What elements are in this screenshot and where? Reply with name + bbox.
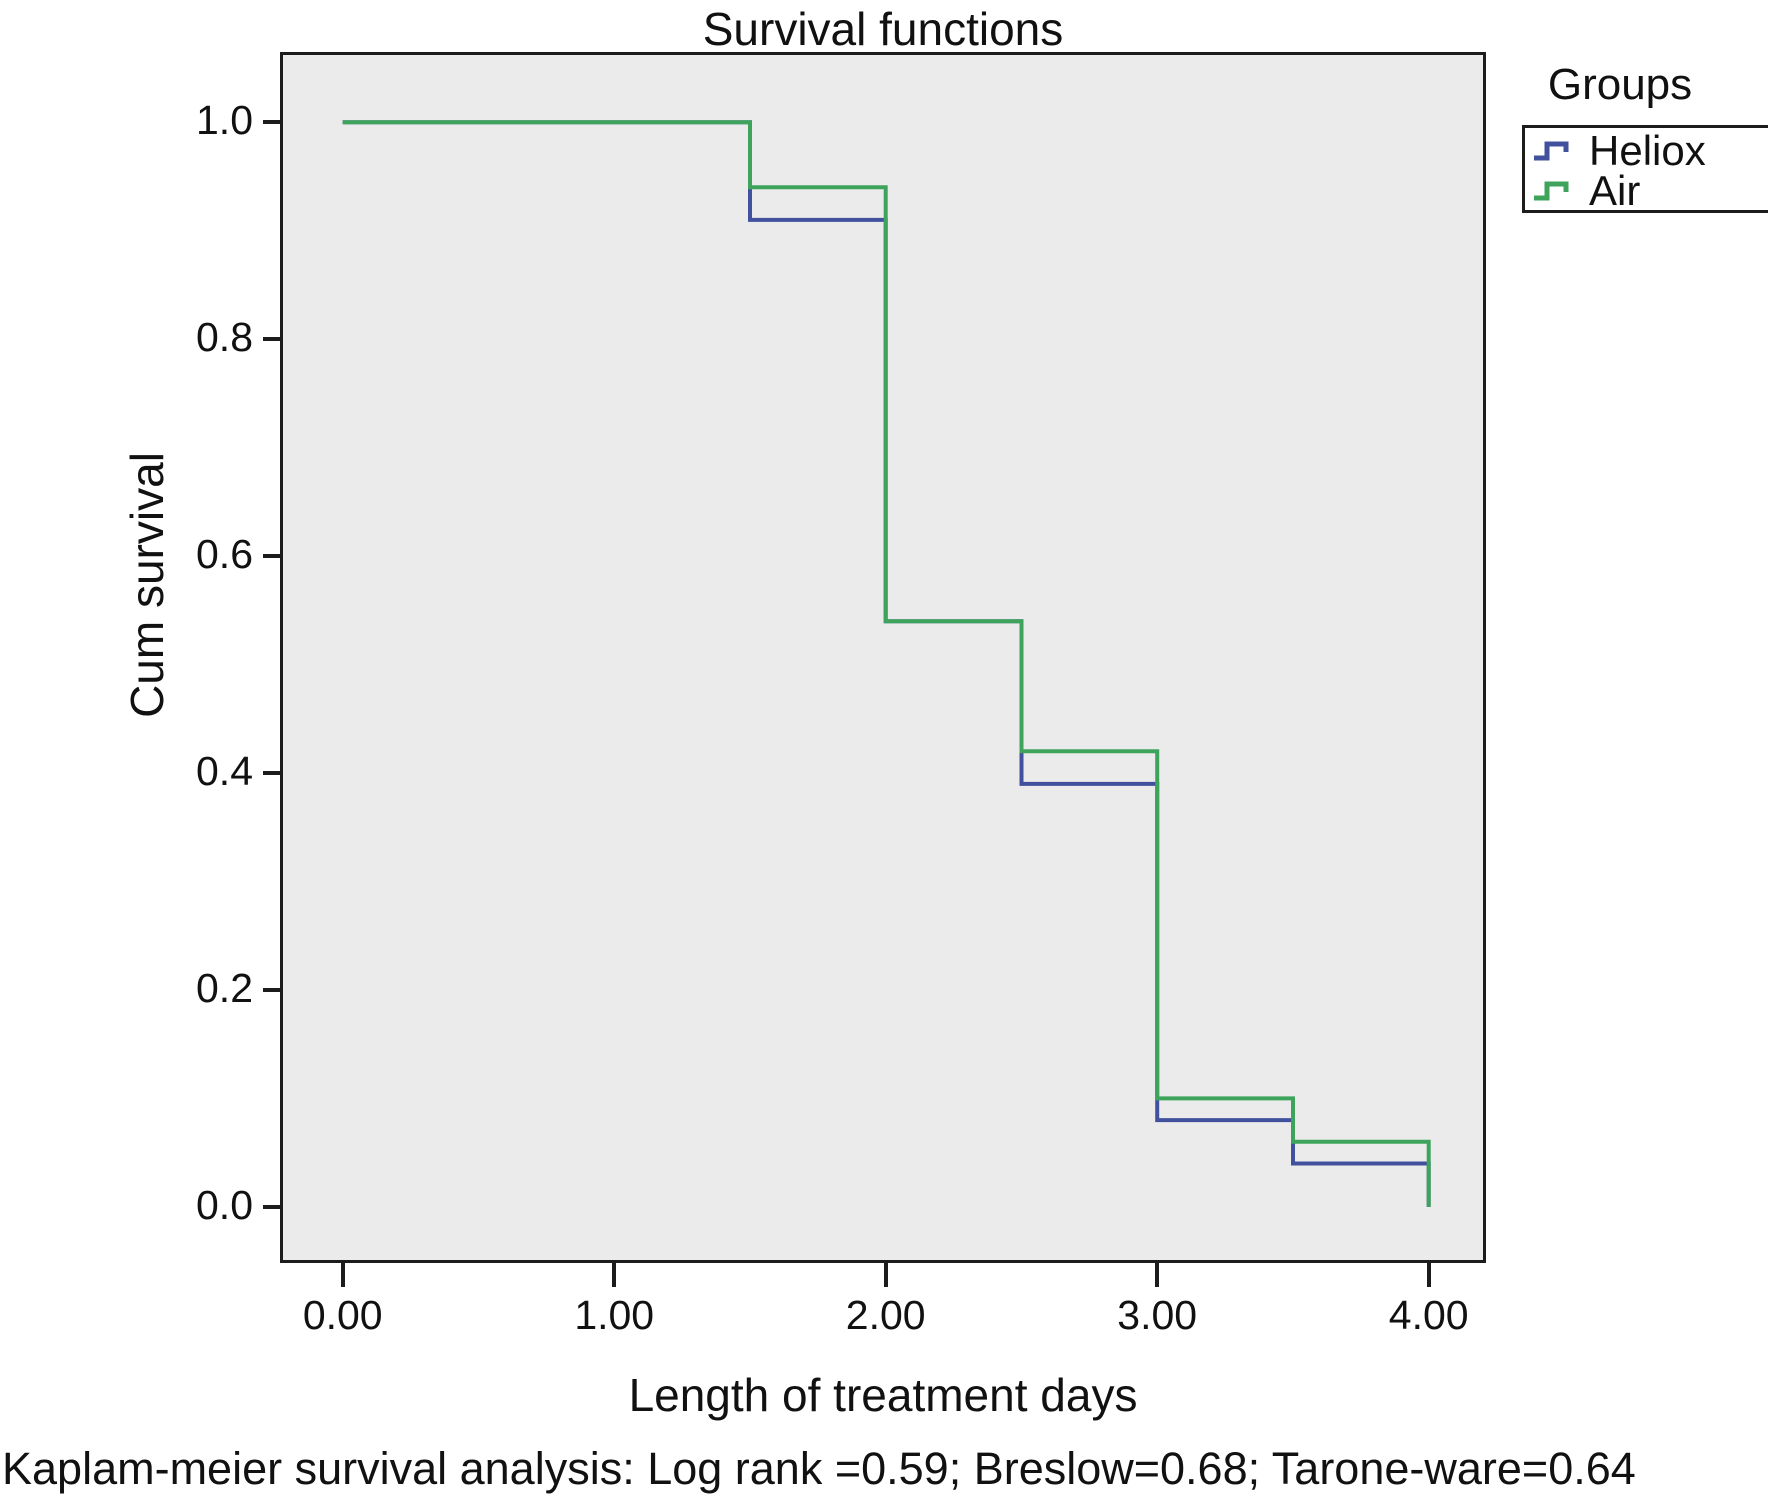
y-tick-label: 0.6 xyxy=(196,531,253,578)
y-tick-mark xyxy=(263,987,280,992)
legend-entry-heliox: Heliox xyxy=(1531,127,1768,174)
air-step-line-icon xyxy=(1534,181,1569,201)
y-tick-mark xyxy=(263,337,280,342)
legend-entry-air: Air xyxy=(1531,167,1768,214)
x-tick-label: 4.00 xyxy=(1388,1292,1469,1338)
x-tick-mark xyxy=(1155,1263,1160,1287)
series-line-air xyxy=(342,120,1431,1207)
y-tick-mark xyxy=(263,1204,280,1209)
stats-caption: Kaplam-meier survival analysis: Log rank… xyxy=(2,1443,1636,1494)
y-tick-label: 0.0 xyxy=(196,1181,253,1228)
y-tick-label: 0.4 xyxy=(196,748,253,794)
y-tick-mark xyxy=(263,554,280,559)
legend-box: Heliox Air xyxy=(1522,125,1768,213)
y-axis-title: Cum survival xyxy=(121,452,173,718)
y-tick-mark xyxy=(263,771,280,775)
chart-title: Survival functions xyxy=(702,3,1064,55)
y-tick-label: 0.8 xyxy=(196,314,253,361)
survival-curves-svg xyxy=(342,120,1431,1207)
series-line-heliox xyxy=(342,120,1431,1207)
heliox-step-line-icon xyxy=(1534,141,1569,161)
y-tick-label: 0.2 xyxy=(196,964,253,1011)
x-tick-label: 3.00 xyxy=(1117,1292,1198,1338)
x-axis-title: Length of treatment days xyxy=(628,1369,1138,1421)
x-tick-mark xyxy=(1426,1263,1431,1287)
y-tick-mark xyxy=(263,120,280,125)
plot-area xyxy=(280,52,1486,1263)
x-tick-mark xyxy=(612,1263,617,1287)
x-tick-mark xyxy=(883,1263,888,1287)
x-tick-label: 0.00 xyxy=(302,1292,383,1338)
legend-label-air: Air xyxy=(1589,167,1641,214)
y-tick-label: 1.0 xyxy=(196,97,253,144)
legend-label-heliox: Heliox xyxy=(1589,127,1706,174)
x-tick-label: 1.00 xyxy=(574,1292,655,1338)
x-tick-mark xyxy=(340,1263,345,1287)
x-tick-label: 2.00 xyxy=(845,1292,926,1338)
legend-title: Groups xyxy=(1547,60,1693,109)
